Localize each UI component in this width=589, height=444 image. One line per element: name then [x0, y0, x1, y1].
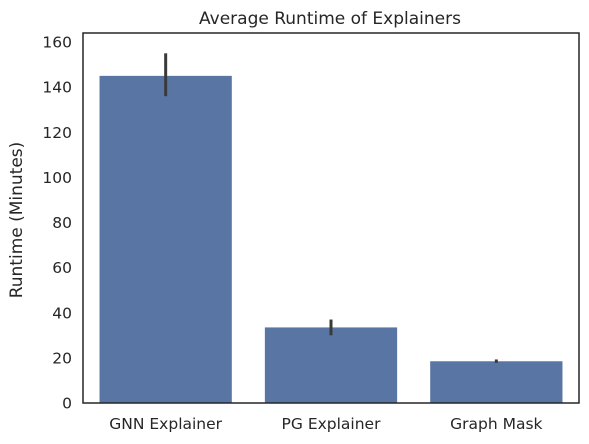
y-tick-label: 160	[42, 34, 72, 52]
x-tick-label: PG Explainer	[282, 415, 382, 433]
bars	[100, 76, 563, 403]
y-tick-label: 60	[52, 259, 72, 277]
bar	[100, 76, 232, 403]
x-axis-ticks: GNN Explainer PG Explainer Graph Mask	[109, 415, 542, 433]
y-tick-label: 100	[42, 169, 72, 187]
y-tick-label: 40	[52, 304, 72, 322]
y-tick-label: 20	[52, 349, 72, 367]
bar	[265, 327, 397, 403]
x-tick-label: Graph Mask	[450, 415, 542, 433]
y-tick-label: 0	[62, 395, 72, 413]
y-tick-label: 80	[52, 214, 72, 232]
chart-title: Average Runtime of Explainers	[199, 9, 461, 29]
y-tick-label: 140	[42, 79, 72, 97]
bar	[430, 361, 562, 403]
y-axis-ticks: 0 20 40 60 80 100 120 140 160	[42, 34, 72, 413]
y-tick-label: 120	[42, 124, 72, 142]
x-tick-label: GNN Explainer	[109, 415, 222, 433]
y-axis-label: Runtime (Minutes)	[7, 142, 27, 299]
